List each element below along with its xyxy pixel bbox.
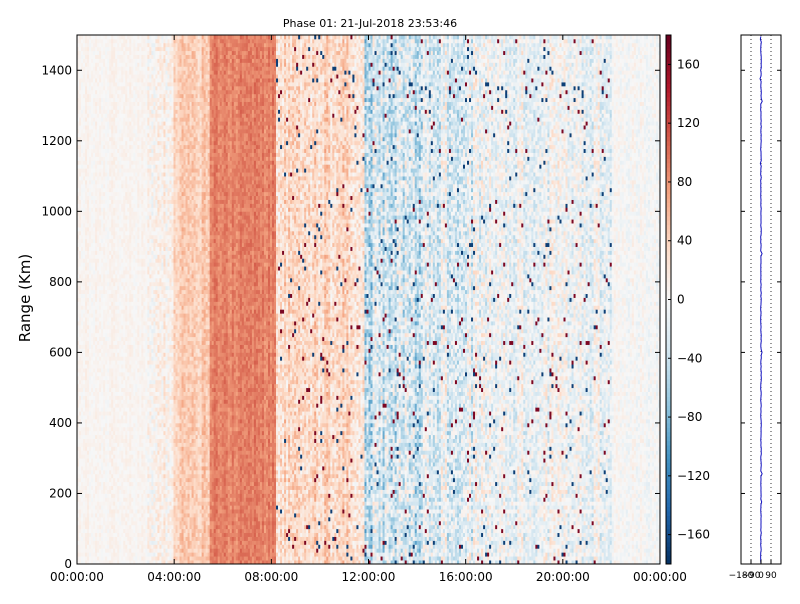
chart-title: Phase 01: 21-Jul-2018 23:53:46 [283, 17, 457, 30]
y-axis-label: Range (Km) [16, 254, 34, 342]
heatmap-cells [77, 35, 660, 564]
